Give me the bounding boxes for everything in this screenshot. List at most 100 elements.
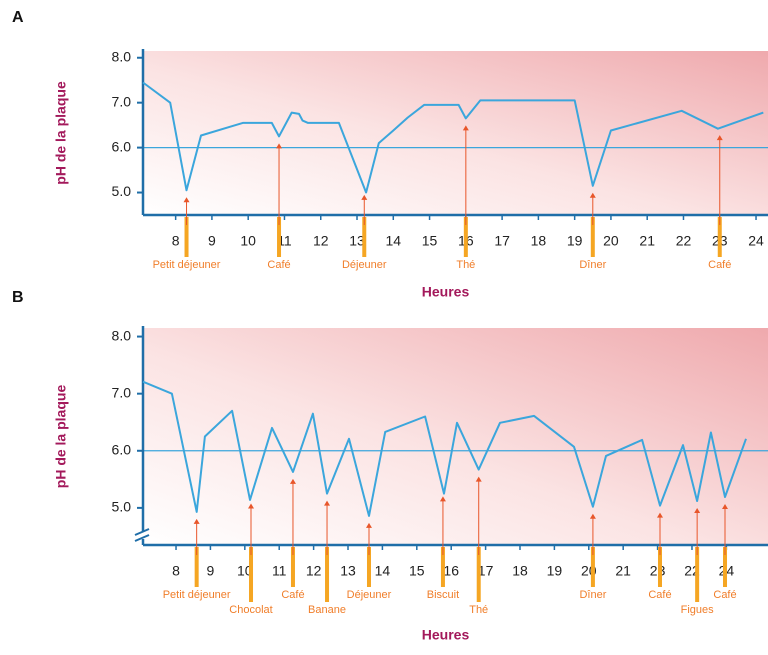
x-tick-label: 12	[306, 563, 322, 579]
y-tick-label: 6.0	[112, 138, 132, 154]
meal-arrowhead	[193, 518, 200, 524]
meal-marker	[362, 217, 367, 257]
meal-marker	[277, 217, 282, 257]
meal-marker	[290, 547, 295, 587]
x-tick-label: 18	[512, 563, 528, 579]
panel: BpH de la plaque 5.0 6.0 7.0 8.0 8 9 10 11 12 13 14…	[12, 289, 768, 643]
x-tick-label: 13	[340, 563, 356, 579]
meal-arrowhead	[694, 508, 701, 514]
meal-arrowhead	[589, 513, 596, 519]
meal-marker	[325, 547, 330, 602]
meal-marker	[590, 547, 595, 587]
x-tick-label: 14	[386, 233, 402, 249]
x-tick-label: 10	[237, 563, 253, 579]
meal-label: Café	[267, 259, 290, 271]
meal-label: Petit déjeuner	[163, 589, 231, 601]
x-tick-label: 15	[409, 563, 425, 579]
y-axis-label: pH de la plaque	[53, 385, 69, 489]
x-tick-label: 17	[478, 563, 494, 579]
x-axis-label: Heures	[422, 627, 470, 643]
y-tick-label: 5.0	[112, 499, 132, 515]
meal-marker	[723, 547, 728, 587]
meal-marker	[249, 547, 254, 602]
x-axis-label: Heures	[422, 284, 470, 300]
axis-break	[134, 534, 150, 542]
meal-marker	[717, 217, 722, 257]
x-tick-label: 14	[375, 563, 391, 579]
meal-arrowhead	[439, 496, 446, 502]
meal-arrowhead	[475, 476, 482, 482]
x-tick-label: 19	[567, 233, 583, 249]
x-tick-label: 11	[272, 563, 287, 579]
meal-marker	[657, 547, 662, 587]
x-tick-label: 18	[531, 233, 547, 249]
data-line	[142, 380, 747, 517]
meal-marker	[440, 547, 445, 587]
panel-label: B	[12, 289, 24, 306]
meal-arrowhead	[361, 194, 368, 200]
meal-arrowhead	[183, 197, 190, 203]
meal-marker	[476, 547, 481, 602]
x-tick-label: 17	[494, 233, 510, 249]
meal-arrowhead	[722, 504, 729, 510]
x-tick-label: 23	[650, 563, 666, 579]
plot-background	[143, 51, 768, 215]
meal-arrowhead	[589, 192, 596, 198]
meal-label: Biscuit	[427, 589, 459, 601]
x-tick-label: 9	[208, 233, 216, 249]
y-axis-label: pH de la plaque	[53, 81, 69, 185]
meal-label: Dîner	[579, 259, 606, 271]
x-tick-label: 10	[240, 233, 256, 249]
meal-marker	[695, 547, 700, 602]
meal-label: Figues	[681, 604, 715, 616]
meal-marker	[590, 217, 595, 257]
x-tick-label: 19	[547, 563, 563, 579]
x-tick-label: 16	[443, 563, 459, 579]
x-tick-label: 9	[207, 563, 215, 579]
meal-label: Déjeuner	[347, 589, 392, 601]
y-tick-label: 7.0	[112, 93, 132, 109]
x-tick-label: 15	[422, 233, 438, 249]
meal-arrowhead	[462, 125, 469, 131]
data-line	[142, 81, 764, 194]
meal-label: Dîner	[579, 589, 606, 601]
meal-label: Petit déjeuner	[153, 259, 221, 271]
y-tick-label: 5.0	[112, 183, 132, 199]
meal-arrowhead	[656, 512, 663, 518]
meal-marker	[194, 547, 199, 587]
y-tick-label: 8.0	[112, 48, 132, 64]
x-tick-label: 8	[172, 233, 180, 249]
y-tick-label: 6.0	[112, 441, 132, 457]
x-tick-label: 21	[615, 563, 631, 579]
y-tick-label: 7.0	[112, 384, 132, 400]
meal-arrowhead	[276, 143, 283, 149]
x-tick-label: 8	[172, 563, 180, 579]
meal-arrowhead	[289, 478, 296, 484]
meal-marker	[184, 217, 189, 257]
x-tick-label: 21	[639, 233, 655, 249]
meal-arrowhead	[365, 522, 372, 528]
meal-arrowhead	[248, 503, 255, 509]
meal-label: Café	[281, 589, 304, 601]
x-tick-label: 22	[676, 233, 692, 249]
meal-marker	[366, 547, 371, 587]
meal-label: Déjeuner	[342, 259, 387, 271]
panel-label: A	[12, 9, 24, 26]
meal-marker	[463, 217, 468, 257]
x-tick-label: 20	[603, 233, 619, 249]
meal-label: Chocolat	[229, 604, 272, 616]
meal-label: Café	[648, 589, 671, 601]
axis-break	[134, 528, 150, 536]
meal-arrowhead	[716, 135, 723, 141]
meal-label: Banane	[308, 604, 346, 616]
meal-label: Thé	[456, 259, 475, 271]
meal-arrowhead	[324, 500, 331, 506]
meal-label: Thé	[469, 604, 488, 616]
meal-label: Café	[708, 259, 731, 271]
y-tick-label: 8.0	[112, 327, 132, 343]
x-tick-label: 13	[349, 233, 365, 249]
x-tick-label: 24	[748, 233, 764, 249]
